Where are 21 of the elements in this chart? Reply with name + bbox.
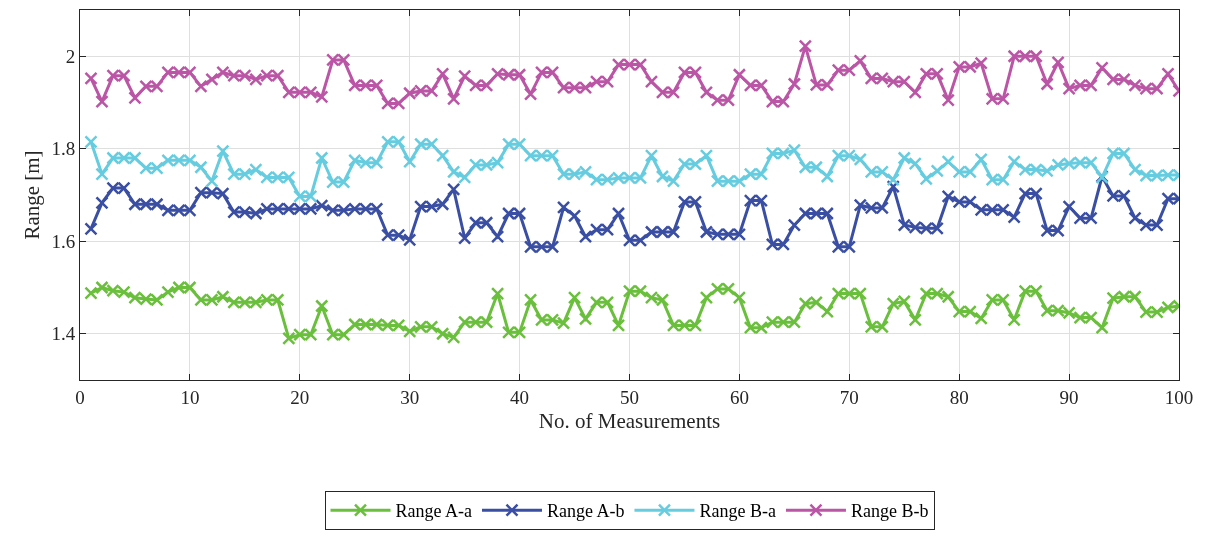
y-tick-label: 1.4: [51, 323, 76, 345]
legend-label: Range A-b: [546, 501, 625, 522]
x-tick-label: 0: [75, 386, 85, 408]
x-tick-label: 50: [620, 386, 639, 408]
x-tick-label: 10: [180, 386, 200, 408]
x-tick-label: 90: [1059, 386, 1079, 408]
legend-label: Range B-a: [699, 501, 776, 522]
x-tick-label: 40: [510, 386, 530, 408]
x-tick-label: 60: [729, 386, 749, 408]
x-tick-label: 30: [400, 386, 420, 408]
y-tick-label: 1.8: [51, 138, 76, 160]
x-axis-title: No. of Measurements: [538, 409, 721, 433]
x-tick-label: 80: [949, 386, 969, 408]
legend-label: Range B-b: [850, 501, 929, 522]
y-tick-label: 2: [65, 45, 76, 67]
legend-label: Range A-a: [395, 501, 472, 522]
y-axis-title: Range [m]: [19, 150, 44, 240]
x-tick-label: 70: [839, 386, 859, 408]
x-tick-label: 20: [290, 386, 310, 408]
y-tick-label: 1.6: [51, 230, 76, 252]
x-tick-label: 100: [1164, 386, 1194, 408]
